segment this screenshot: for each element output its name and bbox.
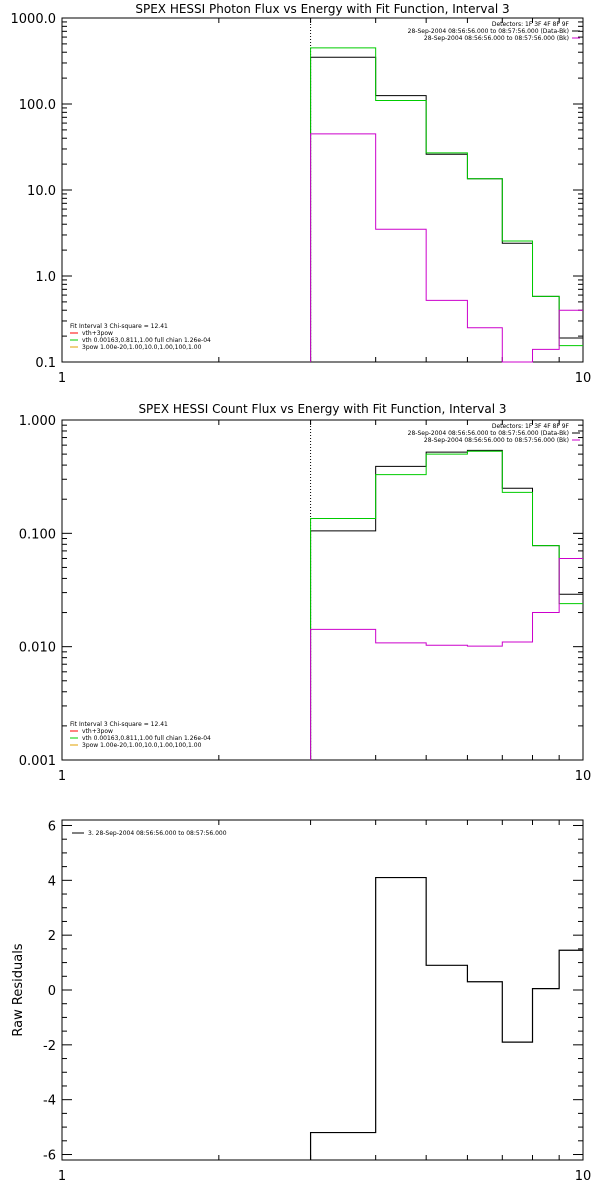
series-line-1 (310, 56, 583, 362)
legend-entry: 28-Sep-2004 08:56:56.000 to 08:57:56.000… (424, 437, 569, 444)
y-tick-label: 0.010 (19, 641, 56, 656)
fit-legend-entry: vth+3pow (82, 728, 113, 735)
x-tick-label: 1 (58, 769, 66, 784)
fit-legend-entry: 3pow 1.00e-20,1.00,10.0,1.00,100,1.00 (82, 742, 202, 749)
x-tick-label: 10 (575, 1169, 592, 1184)
fit-legend-entry: vth 0.00163,0.811,1.00 full chian 1.26e-… (82, 735, 211, 742)
panel-1: SPEX HESSI Photon Flux vs Energy with Fi… (11, 2, 592, 386)
chart-title: SPEX HESSI Count Flux vs Energy with Fit… (138, 402, 506, 416)
series-line-3 (310, 557, 583, 760)
y-axis-label: Raw Residuals (11, 943, 26, 1036)
chart-title: SPEX HESSI Photon Flux vs Energy with Fi… (135, 2, 509, 16)
series-line-2 (310, 450, 583, 760)
panel-3: 1 10 -6 -4 -2 0 2 4 6 Raw Residuals 3. 28-Sep-2004… (11, 819, 591, 1184)
y-tick-label: 1.000 (19, 414, 56, 429)
x-tick-label: 1 (58, 371, 66, 386)
x-tick-label: 10 (575, 371, 592, 386)
y-tick-label: -2 (43, 1039, 56, 1054)
y-tick-label: 0.001 (19, 754, 56, 769)
panel-2: SPEX HESSI Count Flux vs Energy with Fit… (19, 402, 591, 784)
y-tick-label: 0.100 (19, 527, 56, 542)
fit-legend-entry: 3pow 1.00e-20,1.00,10.0,1.00,100,1.00 (82, 344, 202, 351)
series-line-1 (309, 876, 583, 1160)
y-tick-label: 4 (48, 874, 56, 889)
legend-entry: 3. 28-Sep-2004 08:56:56.000 to 08:57:56.… (88, 830, 227, 837)
plot-frame (61, 17, 584, 363)
legend-detectors: Detectors: 1F 3F 4F 8F 9F (492, 21, 570, 28)
legend-entry: 28-Sep-2004 08:56:56.000 to 08:57:56.000… (408, 28, 569, 35)
legend-entry: 28-Sep-2004 08:56:56.000 to 08:57:56.000… (424, 35, 569, 42)
y-tick-label: 0 (48, 984, 56, 999)
y-tick-label: 6 (48, 819, 56, 834)
plot-frame (61, 819, 584, 1161)
y-tick-label: 2 (48, 929, 56, 944)
series-line-1 (310, 449, 583, 760)
series-line-2 (310, 47, 583, 362)
fit-summary: Fit Interval 3 Chi-square = 12.41 (70, 323, 168, 330)
y-tick-label: 0.1 (35, 356, 56, 371)
y-tick-label: 1000.0 (11, 12, 57, 27)
fit-summary: Fit Interval 3 Chi-square = 12.41 (70, 721, 168, 728)
y-tick-label: 100.0 (19, 98, 56, 113)
y-tick-label: 10.0 (27, 184, 56, 199)
y-tick-label: -4 (43, 1094, 56, 1109)
x-tick-label: 1 (58, 1169, 66, 1184)
fit-legend-entry: vth 0.00163,0.811,1.00 full chian 1.26e-… (82, 337, 211, 344)
plot-frame (61, 419, 584, 761)
y-tick-label: 1.0 (35, 270, 56, 285)
series-line-3 (310, 133, 583, 363)
legend-detectors: Detectors: 1F 3F 4F 8F 9F (492, 423, 570, 430)
x-tick-label: 10 (575, 769, 592, 784)
fit-legend-entry: vth+3pow (82, 330, 113, 337)
y-tick-label: -6 (43, 1149, 56, 1164)
legend-entry: 28-Sep-2004 08:56:56.000 to 08:57:56.000… (408, 430, 569, 437)
